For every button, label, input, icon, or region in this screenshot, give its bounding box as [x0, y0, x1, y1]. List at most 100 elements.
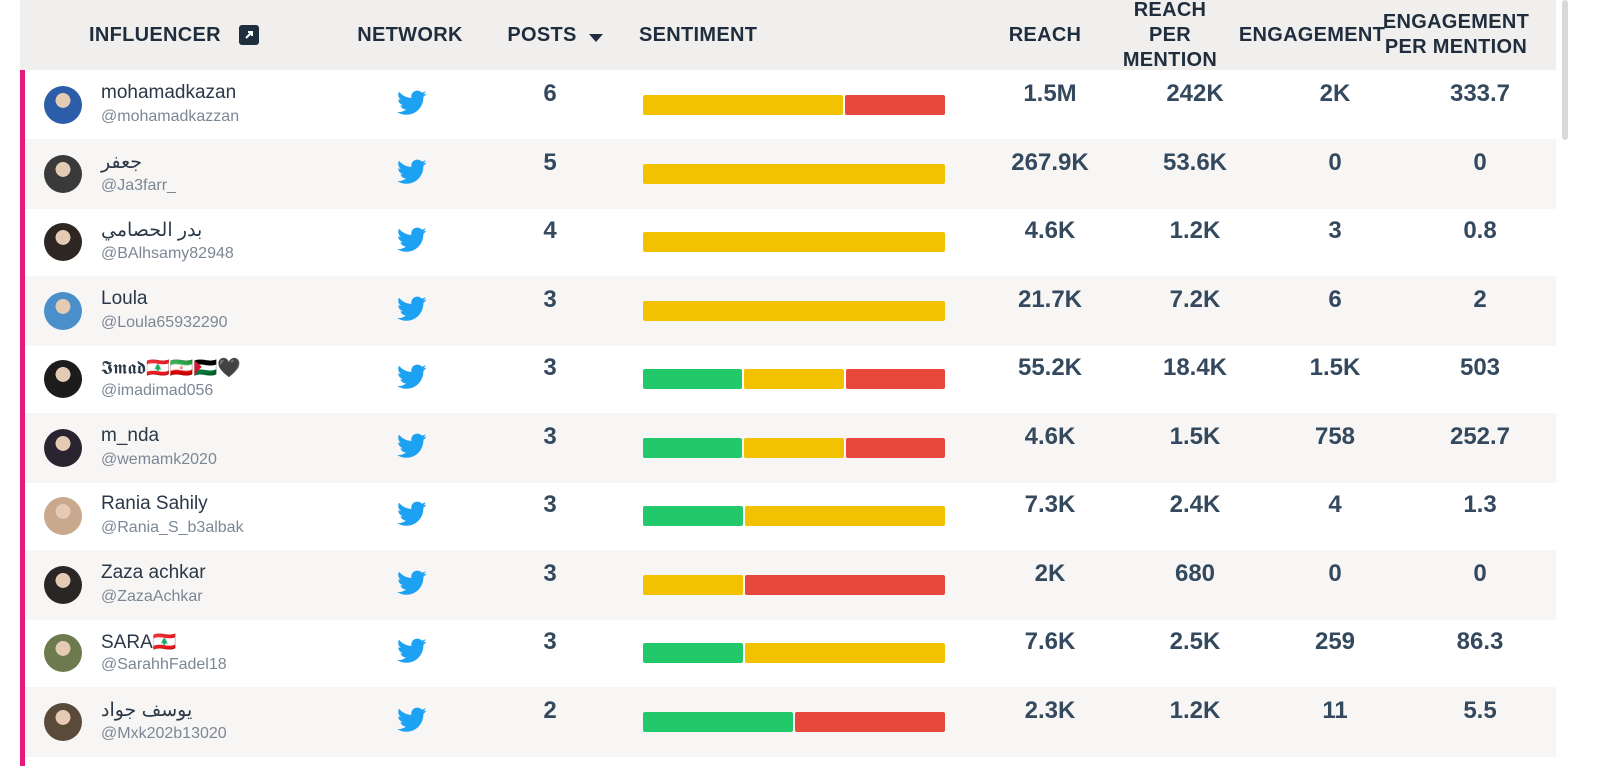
influencer-name[interactable]: بدر الحصامي	[101, 220, 203, 241]
table-row[interactable]: mohamadkazan @mohamadkazzan 6 1.5M 242K 2K 333…	[25, 70, 1556, 140]
sentiment-segment-neutral[interactable]	[744, 369, 844, 389]
sentiment-segment-neutral[interactable]	[643, 95, 843, 115]
sentiment-segment-neutral[interactable]	[643, 574, 743, 595]
sentiment-segment-negative[interactable]	[845, 437, 945, 458]
table-row[interactable]: 𝕴𝖒𝖆𝖉🇱🇧🇮🇷🇵🇸🖤 @imadimad056 3 55.2K 18.4K 1.5K 50…	[25, 344, 1556, 414]
header-reach-per-mention[interactable]: REACH PER MENTION	[1110, 0, 1230, 71]
sentiment-segment-neutral[interactable]	[745, 506, 945, 526]
influencer-name[interactable]: Zaza achkar	[101, 561, 206, 583]
influencer-handle[interactable]: @mohamadkazzan	[101, 108, 240, 125]
sentiment-segment-positive[interactable]	[643, 711, 793, 732]
sentiment-bar[interactable]	[643, 95, 945, 115]
header-engagement-per-mention[interactable]: ENGAGEMENT PER MENTION	[1383, 0, 1529, 70]
twitter-icon[interactable]	[397, 159, 427, 185]
influencer-name[interactable]: mohamadkazan	[101, 82, 237, 103]
influencer-handle[interactable]: @Mxk202b13020	[101, 724, 227, 742]
header-posts[interactable]: POSTS	[500, 0, 610, 70]
header-reach-per-mention-line2: MENTION	[1122, 48, 1218, 71]
influencer-name[interactable]: Rania Sahily	[101, 493, 208, 514]
table-row[interactable]: SARA🇱🇧 @SarahhFadel18 3 7.6K 2.5K 259 86.3	[25, 618, 1556, 688]
avatar[interactable]	[44, 86, 82, 124]
influencer-handle[interactable]: @SarahhFadel18	[101, 656, 227, 673]
avatar[interactable]	[44, 223, 82, 261]
table-row[interactable]: Rania Sahily @Rania_S_b3albak 3 7.3K 2.4K 4 1.…	[25, 481, 1556, 551]
sentiment-segment-neutral[interactable]	[643, 232, 945, 252]
sentiment-bar[interactable]	[643, 163, 945, 184]
scrollbar-thumb[interactable]	[1562, 0, 1568, 140]
engagement-value: 758	[1314, 422, 1356, 450]
sentiment-segment-neutral[interactable]	[744, 437, 844, 458]
reach-value: 55.2K	[1017, 354, 1083, 381]
sentiment-segment-neutral[interactable]	[643, 163, 945, 184]
influencer-name[interactable]: جعفر	[101, 151, 143, 173]
sentiment-bar[interactable]	[643, 711, 945, 732]
sentiment-segment-neutral[interactable]	[745, 643, 945, 663]
header-influencer[interactable]: INFLUENCER	[89, 0, 259, 70]
influencer-handle[interactable]: @wemamk2020	[101, 450, 217, 468]
sentiment-segment-positive[interactable]	[643, 369, 743, 389]
sentiment-segment-negative[interactable]	[795, 711, 945, 732]
twitter-icon[interactable]	[397, 296, 427, 322]
sentiment-bar[interactable]	[643, 437, 945, 458]
influencer-name[interactable]: SARA🇱🇧	[101, 632, 177, 653]
header-engagement-per-mention-line1: ENGAGEMENT	[1382, 11, 1530, 33]
influencer-handle[interactable]: @BAlhsamy82948	[101, 245, 234, 262]
reach-value: 21.7K	[1017, 285, 1083, 313]
influencer-name[interactable]: m_nda	[101, 424, 160, 446]
sentiment-bar[interactable]	[643, 643, 945, 663]
sentiment-segment-positive[interactable]	[643, 643, 743, 663]
engagement-value: 259	[1314, 628, 1356, 655]
twitter-icon[interactable]	[397, 227, 427, 253]
sentiment-segment-negative[interactable]	[845, 95, 945, 115]
avatar[interactable]	[44, 565, 82, 604]
influencer-handle[interactable]: @Rania_S_b3albak	[101, 519, 244, 536]
avatar[interactable]	[44, 702, 82, 741]
external-link-icon[interactable]	[238, 25, 259, 45]
table-row[interactable]: بدر الحصامي @BAlhsamy82948 4 4.6K 1.2K 3 0.8	[25, 207, 1556, 277]
sort-desc-icon[interactable]	[588, 34, 603, 42]
header-sentiment[interactable]: SENTIMENT	[639, 0, 757, 70]
influencer-handle[interactable]: @Loula65932290	[101, 313, 228, 331]
sentiment-bar[interactable]	[643, 506, 945, 526]
header-influencer-label: INFLUENCER	[89, 23, 221, 46]
table-row[interactable]: Zaza achkar @ZazaAchkar 3 2K 680 0 0	[25, 549, 1556, 620]
avatar[interactable]	[44, 428, 82, 467]
sentiment-segment-neutral[interactable]	[643, 300, 945, 321]
header-reach[interactable]: REACH	[980, 0, 1110, 70]
avatar[interactable]	[44, 497, 82, 535]
sentiment-bar[interactable]	[643, 574, 945, 595]
influencer-name[interactable]: Loula	[101, 287, 148, 309]
header-reach-label: REACH	[1008, 23, 1082, 46]
twitter-icon[interactable]	[397, 433, 427, 459]
avatar[interactable]	[44, 154, 82, 193]
avatar[interactable]	[44, 291, 82, 330]
table-row[interactable]: m_nda @wemamk2020 3 4.6K 1.5K 758 252.7	[25, 412, 1556, 483]
influencer-name[interactable]: يوسف جواد	[101, 699, 193, 721]
header-engagement[interactable]: ENGAGEMENT	[1239, 0, 1385, 70]
avatar[interactable]	[44, 634, 82, 672]
table-row[interactable]: Loula @Loula65932290 3 21.7K 7.2K 6 2	[25, 275, 1556, 346]
influencer-handle[interactable]: @Ja3farr_	[101, 176, 176, 194]
twitter-icon[interactable]	[397, 90, 427, 116]
sentiment-segment-positive[interactable]	[643, 437, 743, 458]
sentiment-bar[interactable]	[643, 369, 945, 389]
twitter-icon[interactable]	[397, 364, 427, 390]
reach-value: 4.6K	[1024, 422, 1076, 450]
influencer-handle[interactable]: @ZazaAchkar	[101, 587, 203, 605]
table-row[interactable]: جعفر @Ja3farr_ 5 267.9K 53.6K 0 0	[25, 138, 1556, 209]
twitter-icon[interactable]	[397, 638, 427, 664]
twitter-icon[interactable]	[397, 570, 427, 596]
avatar[interactable]	[44, 360, 82, 398]
table-row[interactable]: يوسف جواد @Mxk202b13020 2 2.3K 1.2K 11 5.5	[25, 686, 1556, 757]
twitter-icon[interactable]	[397, 707, 427, 733]
header-network[interactable]: NETWORK	[350, 0, 470, 70]
sentiment-bar[interactable]	[643, 300, 945, 321]
sentiment-bar[interactable]	[643, 232, 945, 252]
sentiment-segment-positive[interactable]	[643, 506, 743, 526]
influencer-table: INFLUENCER NETWORK POSTS SENTIMENT REACH…	[20, 0, 1556, 766]
influencer-name[interactable]: 𝕴𝖒𝖆𝖉🇱🇧🇮🇷🇵🇸🖤	[101, 358, 241, 379]
twitter-icon[interactable]	[397, 501, 427, 527]
sentiment-segment-negative[interactable]	[745, 574, 945, 595]
influencer-handle[interactable]: @imadimad056	[101, 382, 214, 399]
sentiment-segment-negative[interactable]	[845, 369, 945, 389]
